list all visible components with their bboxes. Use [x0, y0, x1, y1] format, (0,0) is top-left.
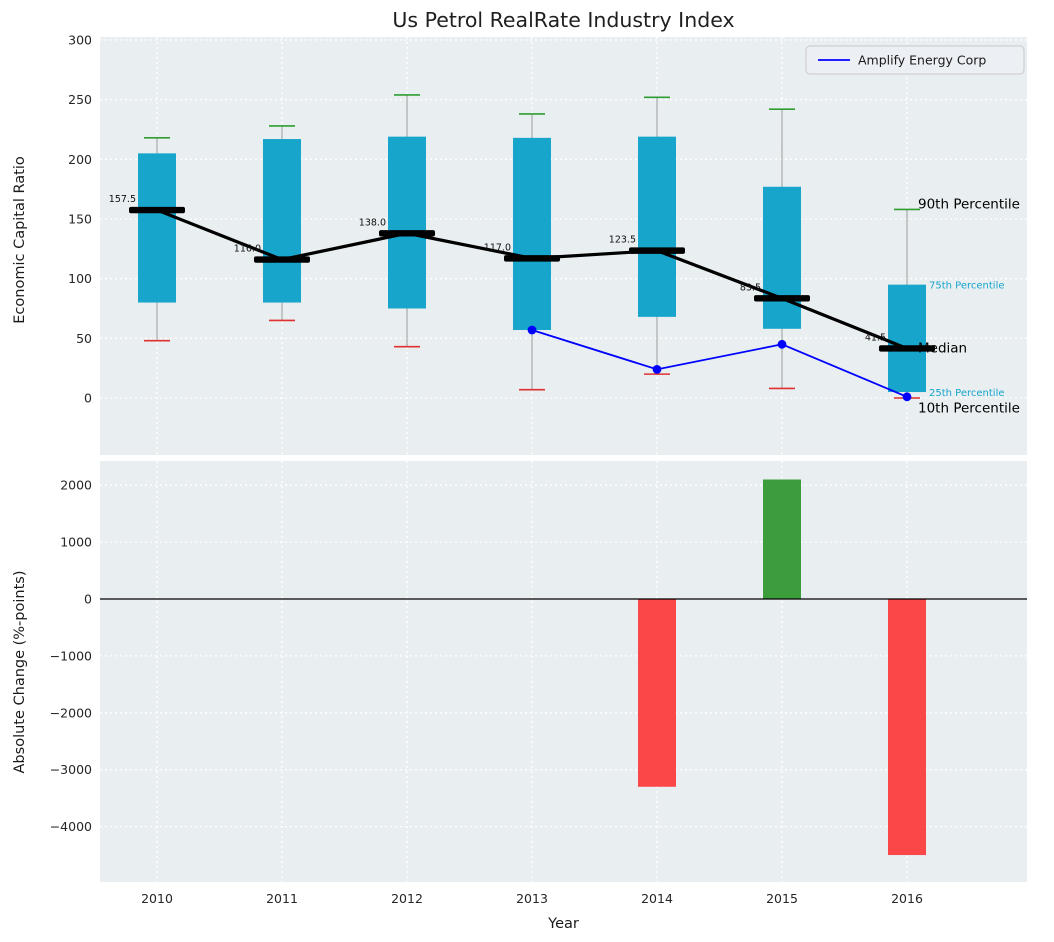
change-bar-2014 [638, 599, 676, 787]
median-label-2014: 123.5 [609, 235, 636, 246]
median-label-2012: 138.0 [359, 217, 386, 228]
x-tick-label-2012: 2012 [391, 891, 423, 906]
y-tick-label-top: 200 [68, 152, 92, 167]
ylabel-top: Economic Capital Ratio [12, 156, 28, 324]
amplify-energy-marker-2014 [652, 364, 662, 374]
x-tick-label-2013: 2013 [516, 891, 548, 906]
x-tick-label-2010: 2010 [141, 891, 173, 906]
amplify-energy-marker-2013 [527, 325, 537, 335]
legend-box [805, 45, 1025, 75]
box-2012 [388, 136, 426, 309]
y-tick-label-bottom: −3000 [50, 762, 92, 777]
y-tick-label-top: 50 [76, 331, 92, 346]
box-2011 [263, 139, 301, 303]
x-tick-label-2011: 2011 [266, 891, 298, 906]
annotation-90th-percentile: 90th Percentile [918, 197, 1020, 213]
box-2010 [138, 153, 176, 303]
annotation-10th-percentile: 10th Percentile [918, 401, 1020, 417]
change-bar-2015 [763, 479, 801, 599]
box-2014 [638, 136, 676, 317]
median-bar-2016 [879, 345, 935, 352]
y-tick-label-bottom: 0 [84, 592, 92, 607]
median-label-2015: 83.5 [740, 282, 761, 293]
annotation-25th-percentile: 25th Percentile [929, 388, 1005, 399]
x-tick-label-2015: 2015 [766, 891, 798, 906]
median-label-2011: 116.0 [234, 244, 261, 255]
y-tick-label-bottom: 1000 [60, 535, 92, 550]
box-2015 [763, 186, 801, 329]
annotation-75th-percentile: 75th Percentile [929, 281, 1005, 292]
y-tick-label-bottom: −2000 [50, 705, 92, 720]
amplify-energy-line [531, 329, 908, 398]
median-bar-2012 [379, 230, 435, 237]
x-tick-label-2014: 2014 [641, 891, 673, 906]
y-tick-label-top: 250 [68, 92, 92, 107]
median-label-2010: 157.5 [109, 194, 136, 205]
x-tick-label-2016: 2016 [891, 891, 923, 906]
median-label-2016: 41.5 [865, 332, 886, 343]
median-bar-2013 [504, 255, 560, 262]
y-tick-label-bottom: 2000 [60, 478, 92, 493]
box-2016 [888, 284, 926, 393]
y-tick-label-top: 100 [68, 271, 92, 286]
y-tick-label-top: 300 [68, 33, 92, 48]
median-bar-2015 [754, 295, 810, 302]
amplify-energy-marker-2016 [902, 392, 912, 402]
median-bar-2010 [129, 206, 185, 214]
box-2013 [513, 137, 551, 330]
chart-title: Us Petrol RealRate Industry Index [392, 8, 735, 32]
y-tick-label-top: 150 [68, 212, 92, 227]
ylabel-bottom: Absolute Change (%-points) [12, 571, 28, 774]
amplify-energy-marker-2015 [777, 339, 787, 349]
top-panel [100, 37, 1027, 455]
bottom-panel [100, 461, 1027, 882]
annotation-median: Median [918, 340, 967, 356]
median-label-2013: 117.0 [484, 242, 511, 253]
median-bar-2014 [629, 247, 685, 254]
legend-label: Amplify Energy Corp [858, 53, 986, 68]
median-bar-2011 [254, 256, 310, 263]
xlabel: Year [547, 916, 579, 932]
change-bar-2016 [888, 599, 926, 856]
y-tick-label-top: 0 [84, 391, 92, 406]
y-tick-label-bottom: −1000 [50, 648, 92, 663]
y-tick-label-bottom: −4000 [50, 819, 92, 834]
